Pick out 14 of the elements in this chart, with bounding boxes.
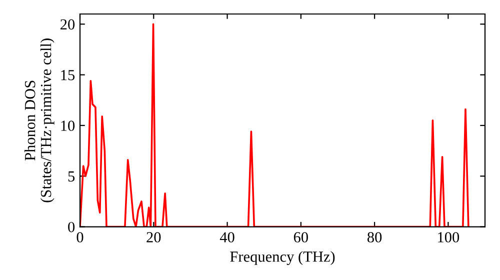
- y-axis-title: Phonon DOS (States/THz·primitive cell): [24, 38, 54, 202]
- x-tick-label: 40: [220, 232, 234, 242]
- y-tick-label: 5: [68, 171, 75, 182]
- x-tick-label: 0: [76, 232, 84, 242]
- x-tick-label: 80: [367, 232, 382, 242]
- y-tick-label: 0: [68, 222, 75, 232]
- x-tick-label: 100: [438, 232, 460, 242]
- x-tick-label: 60: [294, 232, 308, 242]
- y-tick-label: 10: [61, 120, 75, 131]
- y-tick-label: 20: [60, 19, 75, 30]
- y-tick-label: 15: [61, 70, 75, 80]
- x-tick-label: 20: [146, 232, 161, 242]
- line-series: [80, 23, 470, 227]
- x-axis-title: Frequency (THz): [230, 251, 335, 265]
